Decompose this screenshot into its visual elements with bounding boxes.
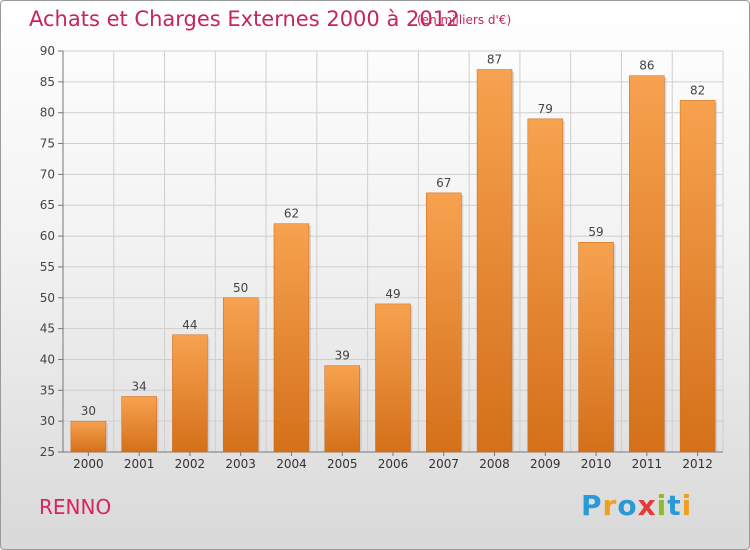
bar-2001 (121, 396, 157, 453)
brand-letter: r (602, 489, 618, 522)
bar-2008 (476, 69, 513, 453)
y-tick-label: 55 (40, 260, 55, 274)
brand-letter: o (617, 489, 638, 522)
y-tick-label: 85 (40, 75, 55, 89)
data-label-2011: 86 (639, 59, 654, 73)
x-tick-label-2007: 2007 (428, 457, 459, 471)
y-tick-label: 80 (40, 106, 55, 120)
brand-letter: t (667, 489, 682, 522)
y-tick-label: 65 (40, 198, 55, 212)
bars (70, 69, 718, 453)
x-tick-label-2005: 2005 (327, 457, 358, 471)
x-tick-label-2012: 2012 (682, 457, 713, 471)
y-tick-label: 25 (40, 445, 55, 459)
x-tick-label-2006: 2006 (378, 457, 409, 471)
chart-title: Achats et Charges Externes 2000 à 2012 (29, 7, 460, 31)
data-label-2006: 49 (385, 287, 400, 301)
y-tick-label: 90 (40, 44, 55, 58)
brand-letter: P (581, 489, 603, 522)
labels: 30 2000 34 2001 44 2002 50 2003 62 2004 39 2005 49 20… (73, 53, 713, 471)
y-tick-label: 40 (40, 352, 55, 366)
brand-letter: x (637, 489, 657, 522)
commune-name: RENNO (39, 495, 112, 519)
data-label-2012: 82 (690, 83, 705, 97)
bar-2006 (375, 303, 411, 453)
brand-letter: i (656, 489, 668, 522)
bar-2005 (324, 365, 360, 453)
x-tick-label-2001: 2001 (124, 457, 155, 471)
y-tick-label: 45 (40, 322, 55, 336)
data-label-2009: 79 (538, 102, 553, 116)
data-label-2008: 87 (487, 53, 502, 67)
proxiti-logo: Proxiti (581, 489, 692, 522)
data-label-2010: 59 (588, 225, 603, 239)
bar-2010 (578, 241, 614, 453)
data-label-2000: 30 (81, 404, 96, 418)
bar-2004 (273, 223, 310, 453)
data-label-2003: 50 (233, 281, 248, 295)
bar-2003 (222, 297, 259, 453)
chart-subtitle: (en milliers d'€) (417, 13, 512, 27)
bar-2009 (527, 118, 564, 453)
data-label-2005: 39 (335, 349, 350, 363)
bar-2000 (70, 420, 107, 453)
bar-2012 (679, 100, 716, 453)
y-tick-label: 75 (40, 137, 55, 151)
x-tick-label-2000: 2000 (73, 457, 104, 471)
data-label-2007: 67 (436, 176, 451, 190)
x-tick-label-2011: 2011 (632, 457, 663, 471)
data-label-2004: 62 (284, 207, 299, 221)
x-tick-label-2008: 2008 (479, 457, 510, 471)
bar-2011 (629, 75, 665, 453)
y-tick-label: 60 (40, 229, 55, 243)
x-tick-label-2010: 2010 (581, 457, 612, 471)
brand-letter: i (681, 489, 693, 522)
y-tick-label: 50 (40, 291, 55, 305)
x-tick-label-2002: 2002 (175, 457, 206, 471)
bar-2002 (172, 334, 208, 453)
y-tick-label: 70 (40, 167, 55, 181)
data-label-2002: 44 (182, 318, 197, 332)
x-tick-label-2004: 2004 (276, 457, 307, 471)
x-tick-label-2003: 2003 (225, 457, 256, 471)
data-label-2001: 34 (132, 379, 147, 393)
y-tick-label: 35 (40, 383, 55, 397)
x-tick-label-2009: 2009 (530, 457, 561, 471)
y-tick-label: 30 (40, 414, 55, 428)
bar-2007 (426, 192, 462, 453)
